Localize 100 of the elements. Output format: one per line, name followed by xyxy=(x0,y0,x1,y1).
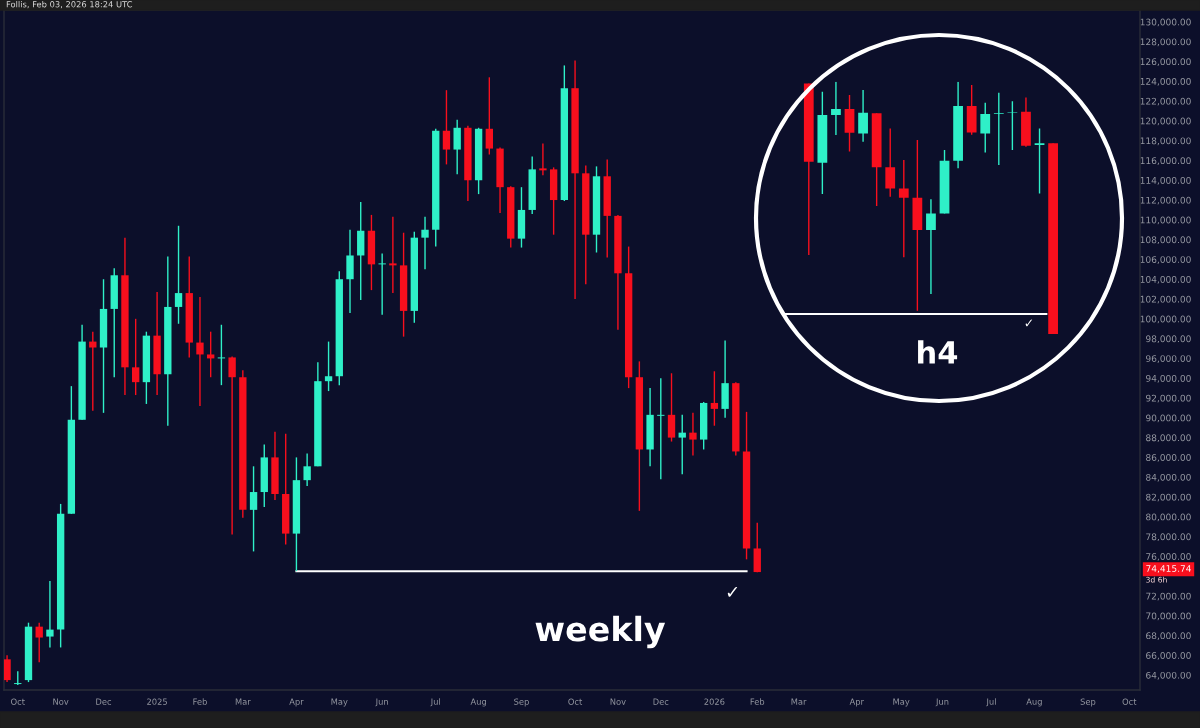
candlestick xyxy=(926,198,936,295)
y-tick-label: 82,000.00 xyxy=(1146,493,1191,502)
candlestick xyxy=(1034,127,1045,195)
y-tick-label: 100,000.00 xyxy=(1140,315,1191,324)
x-tick-label: Sep xyxy=(514,698,529,707)
y-tick-label: 96,000.00 xyxy=(1146,355,1191,363)
candlestick xyxy=(667,372,676,443)
y-tick-label: 98,000.00 xyxy=(1146,335,1191,344)
y-tick-label: 118,000.00 xyxy=(1140,137,1191,146)
y-tick-label: 90,000.00 xyxy=(1146,414,1191,423)
x-tick-label: 2025 xyxy=(147,698,167,705)
candlestick xyxy=(249,465,258,553)
x-tick-label: Jul xyxy=(986,698,996,707)
candlestick xyxy=(35,621,43,663)
candlestick xyxy=(174,225,183,325)
x-tick-label: Apr xyxy=(289,698,304,707)
candlestick xyxy=(980,101,991,154)
y-tick-label: 106,000.00 xyxy=(1140,256,1191,264)
annotation: h4 xyxy=(918,340,958,364)
annotation: ✓ xyxy=(1025,319,1033,327)
x-tick-label: Nov xyxy=(610,698,626,705)
x-tick-label: May xyxy=(893,698,910,707)
y-tick-label: 70,000.00 xyxy=(1146,612,1191,621)
annotation: ✓ xyxy=(727,587,738,597)
text: 74,415.74 xyxy=(1146,565,1191,573)
x-tick-label: Nov xyxy=(53,698,69,705)
chart-title: Follis, Feb 03, 2026 18:24 UTC xyxy=(6,0,133,9)
candlestick xyxy=(898,159,909,258)
y-tick-label: 94,000.00 xyxy=(1146,374,1191,383)
candlestick xyxy=(228,355,236,536)
candlestick xyxy=(46,580,54,649)
y-tick-label: 64,000.00 xyxy=(1146,671,1191,680)
y-tick-label: 72,000.00 xyxy=(1146,592,1191,601)
y-tick-label: 78,000.00 xyxy=(1146,533,1191,542)
y-tick-label: 112,000.00 xyxy=(1140,196,1191,205)
candlestick xyxy=(389,216,397,294)
candlestick xyxy=(4,654,11,683)
y-tick-label: 126,000.00 xyxy=(1140,58,1191,66)
candlestick xyxy=(858,89,868,143)
x-tick-label: Dec xyxy=(653,698,669,705)
y-tick-label: 102,000.00 xyxy=(1140,295,1191,304)
candlestick xyxy=(196,296,204,407)
candlestick xyxy=(885,127,896,198)
y-tick-label: 84,000.00 xyxy=(1146,473,1191,482)
candlestick xyxy=(131,318,140,396)
candlestick xyxy=(831,81,841,136)
y-tick-label: 66,000.00 xyxy=(1146,652,1191,660)
x-tick-label: Oct xyxy=(11,698,25,705)
y-tick-label: 68,000.00 xyxy=(1146,632,1191,641)
candlestick xyxy=(539,142,547,176)
candlestick xyxy=(346,229,354,314)
candlestick xyxy=(303,452,311,487)
candlestick xyxy=(89,330,97,412)
y-tick-label: 86,000.00 xyxy=(1146,454,1191,462)
y-tick-label: 120,000.00 xyxy=(1140,117,1191,126)
y-tick-label: 108,000.00 xyxy=(1140,236,1191,245)
x-tick-label: Feb xyxy=(750,698,765,705)
x-tick-label: Sep xyxy=(1080,698,1096,707)
candlestick xyxy=(485,76,493,156)
x-tick-label: Apr xyxy=(849,698,864,707)
candlestick xyxy=(1007,100,1018,151)
annotation: weekly xyxy=(535,615,666,649)
candlestick xyxy=(421,216,429,271)
y-tick-label: 116,000.00 xyxy=(1140,157,1191,165)
y-tick-label: 110,000.00 xyxy=(1140,216,1191,225)
candlestick xyxy=(753,522,761,573)
y-tick-label: 114,000.00 xyxy=(1140,176,1191,185)
x-tick-label: 2026 xyxy=(704,698,725,705)
x-tick-label: Aug xyxy=(470,698,486,707)
y-tick-label: 124,000.00 xyxy=(1140,78,1191,86)
y-tick-label: 88,000.00 xyxy=(1146,434,1191,443)
y-tick-label: 128,000.00 xyxy=(1140,38,1191,47)
x-tick-label: Aug xyxy=(1026,698,1042,707)
candlestick xyxy=(217,324,226,386)
candlestick xyxy=(207,330,215,378)
candlestick xyxy=(993,92,1004,166)
x-tick-label: Dec xyxy=(96,698,112,705)
x-tick-label: Oct xyxy=(568,698,583,705)
y-tick-label: 76,000.00 xyxy=(1146,553,1191,561)
x-tick-label: May xyxy=(331,698,348,707)
candlestick xyxy=(844,94,855,153)
x-tick-label: Feb xyxy=(193,698,207,705)
candlestick xyxy=(453,119,461,176)
candlestick xyxy=(657,377,665,480)
candlestick xyxy=(678,414,686,475)
x-tick-label: Mar xyxy=(791,698,807,705)
candlestick xyxy=(324,340,333,392)
x-tick-label: Oct xyxy=(1122,698,1137,705)
x-tick-label: Jun xyxy=(375,698,388,707)
x-tick-label: Jun xyxy=(935,698,949,707)
y-tick-label: 104,000.00 xyxy=(1140,275,1191,284)
candlestick xyxy=(689,412,697,457)
y-tick-label: 122,000.00 xyxy=(1140,97,1191,106)
candlestick xyxy=(710,370,719,427)
y-tick-label: 80,000.00 xyxy=(1146,513,1191,522)
x-tick-label: Jul xyxy=(430,698,440,707)
candlestick xyxy=(442,89,451,166)
y-tick-label: 130,000.00 xyxy=(1140,18,1191,27)
x-tick-label: Mar xyxy=(235,698,251,705)
candlestick xyxy=(378,252,386,316)
